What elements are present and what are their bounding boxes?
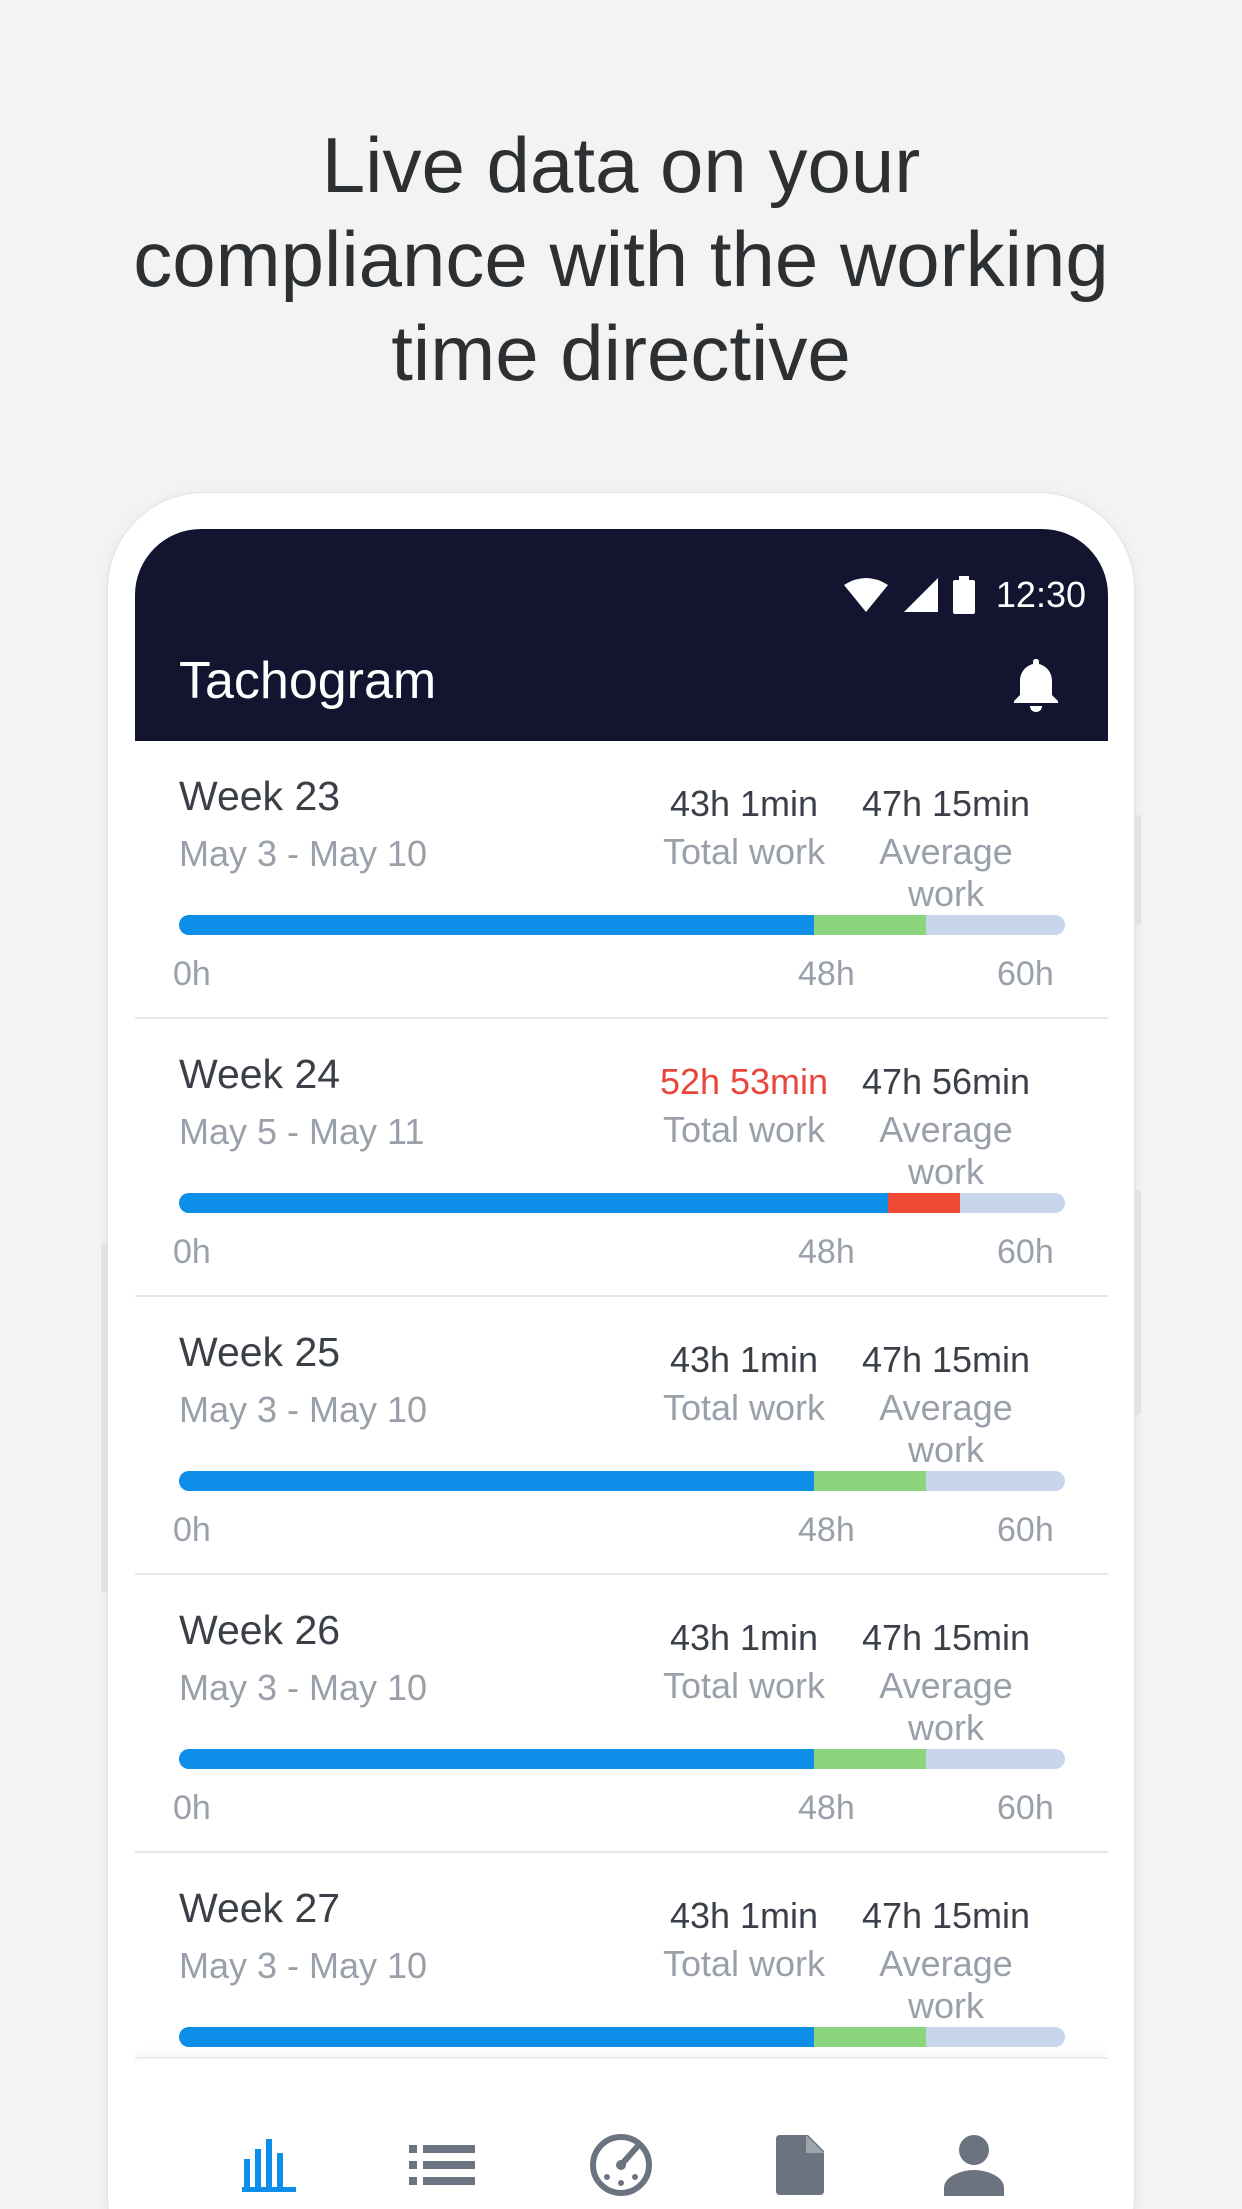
bar-segment-secondary	[813, 2027, 927, 2047]
average-work-value: 47h 15min	[861, 1895, 1031, 1936]
app-bar: 12:30 Tachogram	[135, 529, 1108, 741]
speedometer-icon	[590, 2134, 652, 2196]
tick-label-60h: 60h	[997, 1511, 1054, 1549]
bottom-navigation	[135, 2057, 1108, 2209]
tick-label-48h: 48h	[798, 1789, 855, 1827]
tick-label-60h: 60h	[997, 1789, 1054, 1827]
bar-segment-worked	[179, 1193, 888, 1213]
total-work-label: Total work	[662, 1665, 826, 1706]
phone-side-button	[1134, 815, 1141, 925]
battery-icon	[952, 576, 975, 614]
bar-segment-worked	[179, 2027, 814, 2047]
bar-segment-secondary	[813, 915, 927, 935]
total-work-value: 43h 1min	[669, 1339, 819, 1380]
headline: Live data on your compliance with the wo…	[0, 118, 1242, 400]
nav-item-list[interactable]	[406, 2129, 478, 2201]
phone-screen: 12:30 Tachogram Week 23 May 3 - May 10 4…	[135, 529, 1108, 2209]
average-work-label: Average work	[879, 1387, 1013, 1470]
tick-label-48h: 48h	[798, 1233, 855, 1271]
week-title: Week 24	[179, 1051, 341, 1097]
week-row[interactable]: Week 25 May 3 - May 10 43h 1min Total wo…	[135, 1297, 1108, 1575]
week-title: Week 25	[179, 1329, 341, 1375]
nav-item-documents[interactable]	[764, 2129, 836, 2201]
bar-chart-icon	[242, 2139, 296, 2192]
nav-item-profile[interactable]	[938, 2129, 1010, 2201]
phone-side-button	[101, 1243, 108, 1593]
tick-label-0h: 0h	[173, 1511, 211, 1549]
person-icon	[944, 2135, 1004, 2196]
phone-side-button	[1134, 1190, 1141, 1415]
average-work-value: 47h 15min	[861, 1617, 1031, 1658]
headline-line-3: time directive	[391, 309, 851, 397]
work-hours-bar	[179, 1749, 1065, 1769]
total-work-label: Total work	[662, 831, 826, 872]
week-row[interactable]: Week 23 May 3 - May 10 43h 1min Total wo…	[135, 741, 1108, 1019]
week-title: Week 27	[179, 1885, 341, 1931]
week-dates: May 5 - May 11	[179, 1111, 425, 1152]
bar-segment-secondary	[813, 1471, 927, 1491]
bell-icon[interactable]	[1012, 655, 1060, 713]
week-row[interactable]: Week 27 May 3 - May 10 43h 1min Total wo…	[135, 1853, 1108, 2131]
average-work-value: 47h 15min	[861, 1339, 1031, 1380]
average-work-label: Average work	[879, 1109, 1013, 1192]
tick-label-48h: 48h	[798, 1511, 855, 1549]
total-work-value: 52h 53min	[659, 1061, 829, 1102]
week-row[interactable]: Week 24 May 5 - May 11 52h 53min Total w…	[135, 1019, 1108, 1297]
signal-icon	[903, 578, 938, 612]
tick-label-60h: 60h	[997, 955, 1054, 993]
app-title: Tachogram	[179, 652, 437, 710]
bar-segment-secondary	[813, 1749, 927, 1769]
nav-item-statistics[interactable]	[233, 2129, 305, 2201]
total-work-label: Total work	[662, 1109, 826, 1150]
average-work-value: 47h 56min	[861, 1061, 1031, 1102]
week-row[interactable]: Week 26 May 3 - May 10 43h 1min Total wo…	[135, 1575, 1108, 1853]
bar-segment-worked	[179, 1749, 814, 1769]
week-title: Week 23	[179, 773, 341, 819]
bar-segment-worked	[179, 1471, 814, 1491]
average-work-label: Average work	[879, 831, 1013, 914]
week-list[interactable]: Week 23 May 3 - May 10 43h 1min Total wo…	[135, 741, 1108, 2131]
total-work-value: 43h 1min	[669, 1895, 819, 1936]
list-icon	[409, 2145, 475, 2185]
tick-label-48h: 48h	[798, 955, 855, 993]
week-title: Week 26	[179, 1607, 341, 1653]
week-dates: May 3 - May 10	[179, 1945, 428, 1986]
work-hours-bar	[179, 915, 1065, 935]
work-hours-bar	[179, 1471, 1065, 1491]
tick-label-60h: 60h	[997, 1233, 1054, 1271]
nav-item-speed[interactable]	[585, 2129, 657, 2201]
week-dates: May 3 - May 10	[179, 833, 428, 874]
total-work-label: Total work	[662, 1387, 826, 1428]
work-hours-bar	[179, 1193, 1065, 1213]
work-hours-bar	[179, 2027, 1065, 2047]
status-time: 12:30	[995, 574, 1086, 615]
tick-label-0h: 0h	[173, 955, 211, 993]
document-icon	[776, 2135, 824, 2195]
headline-line-2: compliance with the working	[133, 215, 1109, 303]
tick-label-0h: 0h	[173, 1233, 211, 1271]
average-work-label: Average work	[879, 1943, 1013, 2026]
week-dates: May 3 - May 10	[179, 1667, 428, 1708]
average-work-label: Average work	[879, 1665, 1013, 1748]
total-work-value: 43h 1min	[669, 1617, 819, 1658]
week-dates: May 3 - May 10	[179, 1389, 428, 1430]
wifi-icon	[843, 578, 888, 612]
bar-segment-worked	[179, 915, 814, 935]
total-work-label: Total work	[662, 1943, 826, 1984]
bar-segment-secondary	[887, 1193, 960, 1213]
headline-line-1: Live data on your	[321, 121, 921, 209]
tick-label-0h: 0h	[173, 1789, 211, 1827]
status-bar: 12:30	[842, 573, 1086, 617]
average-work-value: 47h 15min	[861, 783, 1031, 824]
total-work-value: 43h 1min	[669, 783, 819, 824]
